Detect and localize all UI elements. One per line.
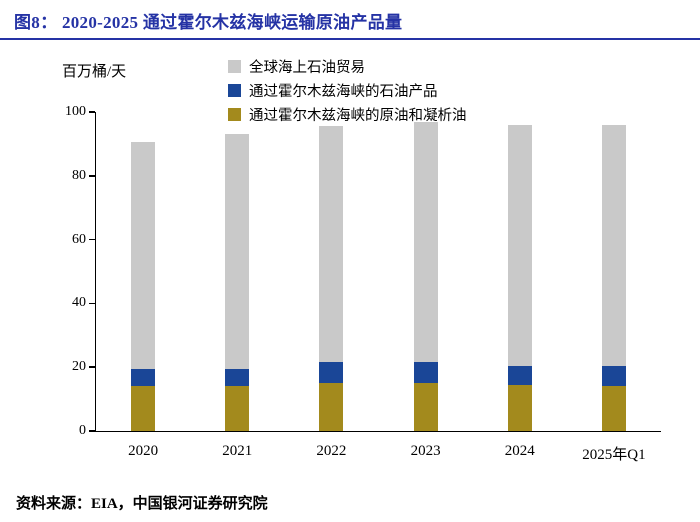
legend-swatch-icon bbox=[228, 107, 241, 121]
bar-segment bbox=[131, 368, 156, 387]
y-tick-label: 20 bbox=[72, 359, 86, 375]
y-tick-mark bbox=[89, 238, 95, 241]
y-tick-label: 60 bbox=[72, 231, 86, 247]
bar-segment bbox=[319, 383, 344, 431]
bar-segment bbox=[319, 362, 344, 384]
x-tick-label: 2021 bbox=[222, 443, 253, 459]
legend-item: 全球海上石油贸易 bbox=[228, 54, 467, 78]
legend-label: 全球海上石油贸易 bbox=[249, 59, 365, 76]
x-tick-label: 2024 bbox=[504, 443, 535, 459]
x-tick-label: 2025年Q1 bbox=[582, 447, 646, 463]
bar-segment bbox=[507, 124, 532, 366]
bar-segment bbox=[225, 386, 250, 431]
x-tick-label: 2023 bbox=[410, 443, 441, 459]
legend-label: 通过霍尔木兹海峡的原油和凝析油 bbox=[249, 107, 467, 124]
plot-area: 0 20 40 60 80 100 2020 2021 2022 2023 2024 2025年Q1 bbox=[65, 104, 661, 463]
bar-segment bbox=[131, 142, 156, 369]
bar-segment bbox=[131, 386, 156, 431]
bar-segment bbox=[319, 126, 344, 363]
legend-item: 通过霍尔木兹海峡的原油和凝析油 bbox=[228, 102, 467, 126]
y-tick-label: 40 bbox=[72, 295, 86, 311]
y-axis-unit-label: 百万桶/天 bbox=[62, 64, 127, 80]
chart-legend: 全球海上石油贸易通过霍尔木兹海峡的石油产品通过霍尔木兹海峡的原油和凝析油 bbox=[228, 54, 467, 126]
bar-segment bbox=[601, 124, 626, 366]
y-tick-mark bbox=[89, 111, 95, 113]
x-tick-label: 2022 bbox=[316, 443, 347, 459]
y-tick-label: 100 bbox=[65, 104, 86, 119]
bar-segment bbox=[225, 134, 250, 369]
source-note: 资料来源：EIA，中国银河证券研究院 bbox=[16, 496, 268, 512]
x-tick-label: 2020 bbox=[128, 443, 159, 459]
y-tick-label: 0 bbox=[79, 423, 86, 438]
bar-segment bbox=[413, 383, 438, 431]
y-tick-mark bbox=[89, 430, 95, 432]
legend-label: 通过霍尔木兹海峡的石油产品 bbox=[249, 83, 438, 100]
legend-swatch-icon bbox=[228, 59, 241, 73]
bar-segment bbox=[507, 384, 532, 431]
chart-title: 图8： 2020-2025 通过霍尔木兹海峡运输原油产品量 bbox=[14, 13, 403, 32]
y-tick-label: 80 bbox=[72, 167, 86, 183]
bar-segment bbox=[601, 365, 626, 387]
bar-segment bbox=[225, 368, 250, 387]
bar-segment bbox=[413, 121, 438, 363]
title-divider bbox=[0, 38, 700, 40]
y-tick-mark bbox=[89, 366, 95, 368]
legend-swatch-icon bbox=[228, 83, 241, 97]
bar-segment bbox=[413, 362, 438, 384]
y-tick-mark bbox=[89, 175, 95, 177]
bar-segment bbox=[601, 386, 626, 431]
bar-segment bbox=[507, 365, 532, 385]
y-tick-mark bbox=[89, 302, 95, 305]
legend-item: 通过霍尔木兹海峡的石油产品 bbox=[228, 78, 467, 102]
